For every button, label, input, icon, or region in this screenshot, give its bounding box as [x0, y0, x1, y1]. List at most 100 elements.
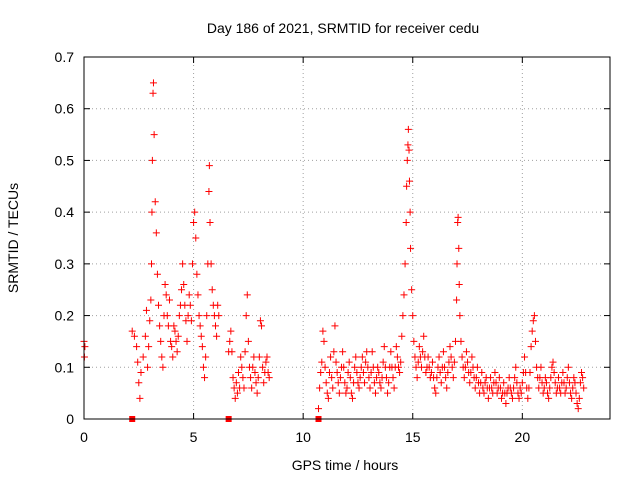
data-point — [431, 384, 439, 392]
data-point — [362, 358, 370, 366]
data-point — [527, 343, 535, 351]
data-point — [435, 353, 443, 361]
data-point — [237, 353, 245, 361]
data-point — [456, 312, 464, 320]
data-point — [208, 286, 216, 294]
data-point — [405, 177, 413, 185]
x-axis-label: GPS time / hours — [292, 457, 399, 473]
data-point — [203, 312, 211, 320]
data-point — [524, 394, 532, 402]
data-point — [517, 389, 525, 397]
data-point — [404, 125, 412, 133]
data-point — [357, 363, 365, 371]
data-point — [226, 337, 234, 345]
data-point — [409, 312, 417, 320]
data-point — [551, 379, 559, 387]
data-point — [548, 363, 556, 371]
data-point — [406, 208, 414, 216]
data-point — [205, 162, 213, 170]
data-point — [207, 260, 215, 268]
data-point — [449, 374, 457, 382]
data-point — [401, 260, 409, 268]
data-point — [518, 379, 526, 387]
x-tick-label: 15 — [405, 429, 421, 445]
data-point — [462, 348, 470, 356]
data-point — [170, 322, 178, 330]
data-point — [157, 337, 165, 345]
data-point — [178, 286, 186, 294]
data-point — [198, 343, 206, 351]
data-point — [444, 368, 452, 376]
data-point — [542, 379, 550, 387]
data-point — [546, 384, 554, 392]
data-point — [196, 322, 204, 330]
data-point — [135, 379, 143, 387]
data-point — [453, 260, 461, 268]
data-point — [334, 379, 342, 387]
data-point — [322, 379, 330, 387]
data-point — [478, 368, 486, 376]
data-point — [371, 389, 379, 397]
data-point — [318, 358, 326, 366]
data-point — [392, 343, 400, 351]
data-point — [134, 358, 142, 366]
data-point — [393, 353, 401, 361]
data-point — [528, 327, 536, 335]
data-point — [410, 337, 418, 345]
data-point — [141, 332, 149, 340]
data-point — [354, 379, 362, 387]
data-point — [428, 358, 436, 366]
data-point — [323, 389, 331, 397]
data-point — [407, 244, 415, 252]
data-point — [525, 384, 533, 392]
data-point — [573, 399, 581, 407]
data-point — [81, 343, 89, 351]
y-tick-label: 0.4 — [55, 204, 75, 220]
data-point — [510, 384, 518, 392]
data-point — [450, 358, 458, 366]
data-point — [556, 384, 564, 392]
data-point — [424, 353, 432, 361]
data-point — [232, 379, 240, 387]
data-point — [142, 306, 150, 314]
data-point — [579, 374, 587, 382]
data-point — [252, 379, 260, 387]
data-point — [155, 301, 163, 309]
data-point — [414, 358, 422, 366]
data-point — [572, 389, 580, 397]
data-point — [186, 301, 194, 309]
data-point — [480, 389, 488, 397]
data-point — [159, 363, 167, 371]
data-point — [332, 358, 340, 366]
data-point — [251, 368, 259, 376]
data-point — [341, 379, 349, 387]
data-point — [144, 363, 152, 371]
data-point — [345, 358, 353, 366]
data-point — [491, 368, 499, 376]
data-point — [492, 379, 500, 387]
data-point — [473, 363, 481, 371]
y-tick-label: 0.6 — [55, 101, 75, 117]
data-point — [239, 374, 247, 382]
data-point — [348, 394, 356, 402]
data-point — [384, 389, 392, 397]
data-point — [327, 353, 335, 361]
data-point — [320, 337, 328, 345]
data-point — [184, 312, 192, 320]
data-point — [233, 389, 241, 397]
data-point — [390, 384, 398, 392]
data-point — [545, 394, 553, 402]
data-point — [375, 368, 383, 376]
data-point — [153, 270, 161, 278]
data-point — [247, 374, 255, 382]
data-point — [175, 312, 183, 320]
data-point — [512, 363, 520, 371]
data-point — [256, 317, 264, 325]
data-point — [212, 322, 219, 330]
data-point — [149, 89, 157, 97]
data-point — [387, 348, 395, 356]
plot-frame — [83, 56, 611, 420]
data-point — [554, 374, 562, 382]
data-point — [526, 368, 534, 376]
data-point — [238, 363, 246, 371]
